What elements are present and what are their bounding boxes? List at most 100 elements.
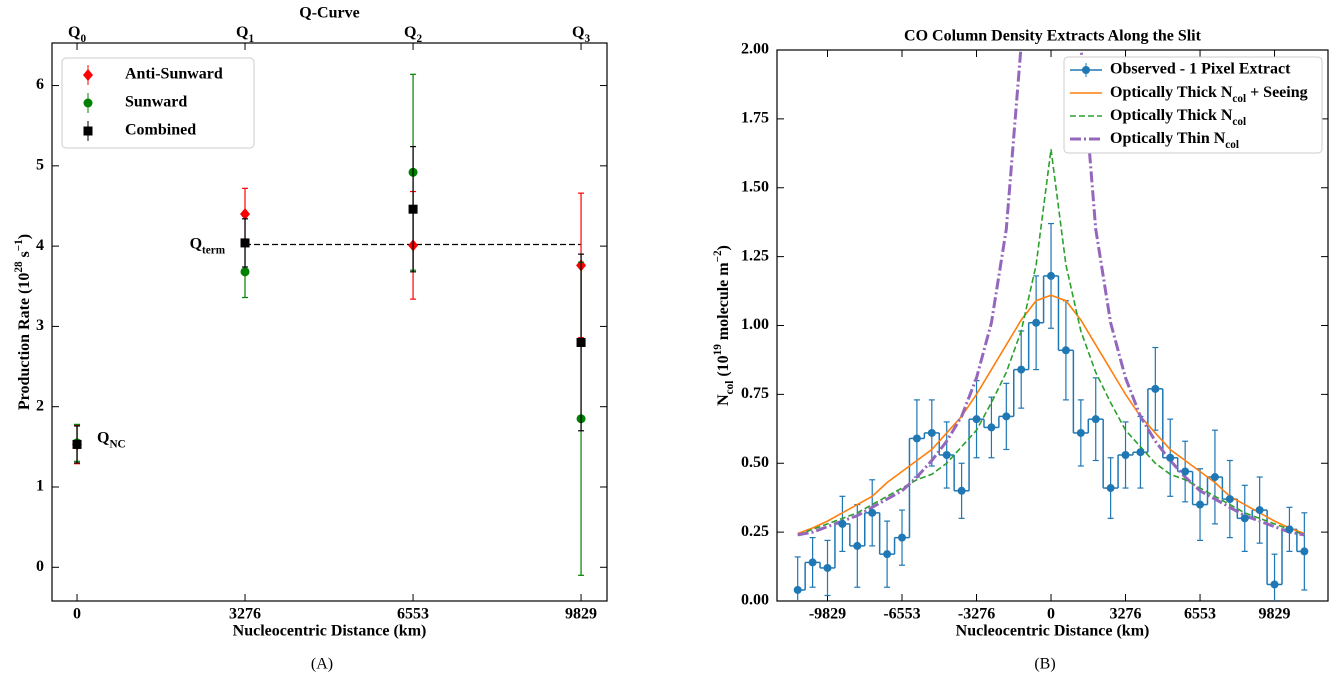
y-tick-label: 1.75 [741,110,769,127]
text-segment: col [724,381,736,395]
chart-title: CO Column Density Extracts Along the Sli… [904,28,1202,45]
text-segment: (10 [715,355,732,380]
x-tick-label: 0 [1047,606,1055,623]
x2-tick-label: Q1 [236,24,254,45]
y-tick-label: 0.00 [741,592,769,609]
chart-title: Q-Curve [299,5,359,22]
marker [927,428,936,437]
marker [957,486,966,495]
legend-label: Sunward [125,94,187,111]
x2-tick-label: Q2 [404,24,422,45]
text-segment: term [202,244,226,256]
y-tick-label: 0.50 [741,454,769,471]
x-tick-label: 9829 [1259,606,1291,623]
marker [823,563,832,572]
text-segment: 1 [248,33,254,45]
text-segment: Optically Thick N [1110,107,1233,124]
marker [1255,506,1264,515]
legend-label: Optically Thick Ncol [1110,107,1246,128]
marker [83,98,93,108]
marker [1285,525,1294,534]
marker [576,337,586,347]
y-tick-label: 2 [36,397,44,414]
y-tick-label: 1.25 [741,247,769,264]
text-segment: Production Rate (10 [16,273,33,410]
marker [1181,467,1190,476]
y-tick-label: 1 [36,478,44,495]
text-segment: NC [109,438,125,450]
caption: (A) [311,656,333,673]
marker [1076,428,1085,437]
x-tick-label: 9829 [565,606,597,623]
model-curve [797,50,1305,537]
legend-box [1063,56,1323,154]
marker [853,541,862,550]
marker [1196,500,1205,509]
text-segment: 3 [584,33,590,45]
marker [1136,448,1145,457]
x-axis-label: Nucleocentric Distance (km) [233,623,427,640]
text-segment: Q [404,24,416,41]
text-segment: Q [97,429,109,446]
y-axis-label: Ncol (1019 molecule m−2) [712,245,736,406]
text-segment: col [1232,116,1246,128]
marker [1002,412,1011,421]
marker [240,267,250,277]
text-segment: Q [68,24,80,41]
legend-label: Observed - 1 Pixel Extract [1110,61,1291,78]
text-segment: 0 [80,33,86,45]
x-tick-label: -3276 [958,606,995,623]
marker [83,69,93,81]
marker [1225,495,1234,504]
legend-label: Anti-Sunward [125,66,223,83]
y-tick-label: 5 [36,157,44,174]
legend-label: Optically Thick Ncol + Seeing [1110,84,1308,105]
x-tick-label: 6553 [397,606,429,623]
text-segment: + Seeing [1246,84,1308,101]
reference-label: Qterm [190,235,226,256]
y-tick-label: 6 [36,76,44,93]
text-segment: −2 [712,250,724,262]
text-segment: Q [190,235,202,252]
text-segment: col [1225,139,1239,151]
text-segment: ) [16,234,33,239]
marker [838,519,847,528]
text-segment: −1 [13,239,25,251]
y-tick-label: 0.25 [741,523,769,540]
model-curve [797,149,1305,536]
text-segment: ) [715,245,732,250]
x-tick-label: 6553 [1184,606,1216,623]
marker [987,423,996,432]
y-tick-label: 2.00 [741,41,769,58]
text-segment: Q [236,24,248,41]
y-tick-label: 3 [36,317,44,334]
x-tick-label: 3276 [229,606,261,623]
text-segment: 19 [712,344,724,356]
marker [1061,346,1070,355]
marker [1300,547,1309,556]
y-tick-label: 1.50 [741,178,769,195]
x-tick-label: -6553 [883,606,920,623]
x-axis-label: Nucleocentric Distance (km) [956,623,1150,640]
marker [1106,484,1115,493]
marker [808,558,817,567]
x2-tick-label: Q3 [572,24,590,45]
marker [912,434,921,443]
text-segment: N [715,394,732,406]
marker [972,415,981,424]
marker [240,208,251,221]
marker [1151,384,1160,393]
x2-tick-label: Q0 [68,24,86,45]
plot-frame [51,42,608,602]
marker [898,533,907,542]
y-tick-label: 0 [36,558,44,575]
legend-label: Optically Thin Ncol [1110,130,1239,151]
marker [1032,318,1041,327]
marker [240,238,250,248]
marker [1082,66,1090,74]
text-segment: Optically Thick N [1110,84,1233,101]
marker [793,585,802,594]
marker [1047,271,1056,280]
x-tick-label: 3276 [1110,606,1142,623]
